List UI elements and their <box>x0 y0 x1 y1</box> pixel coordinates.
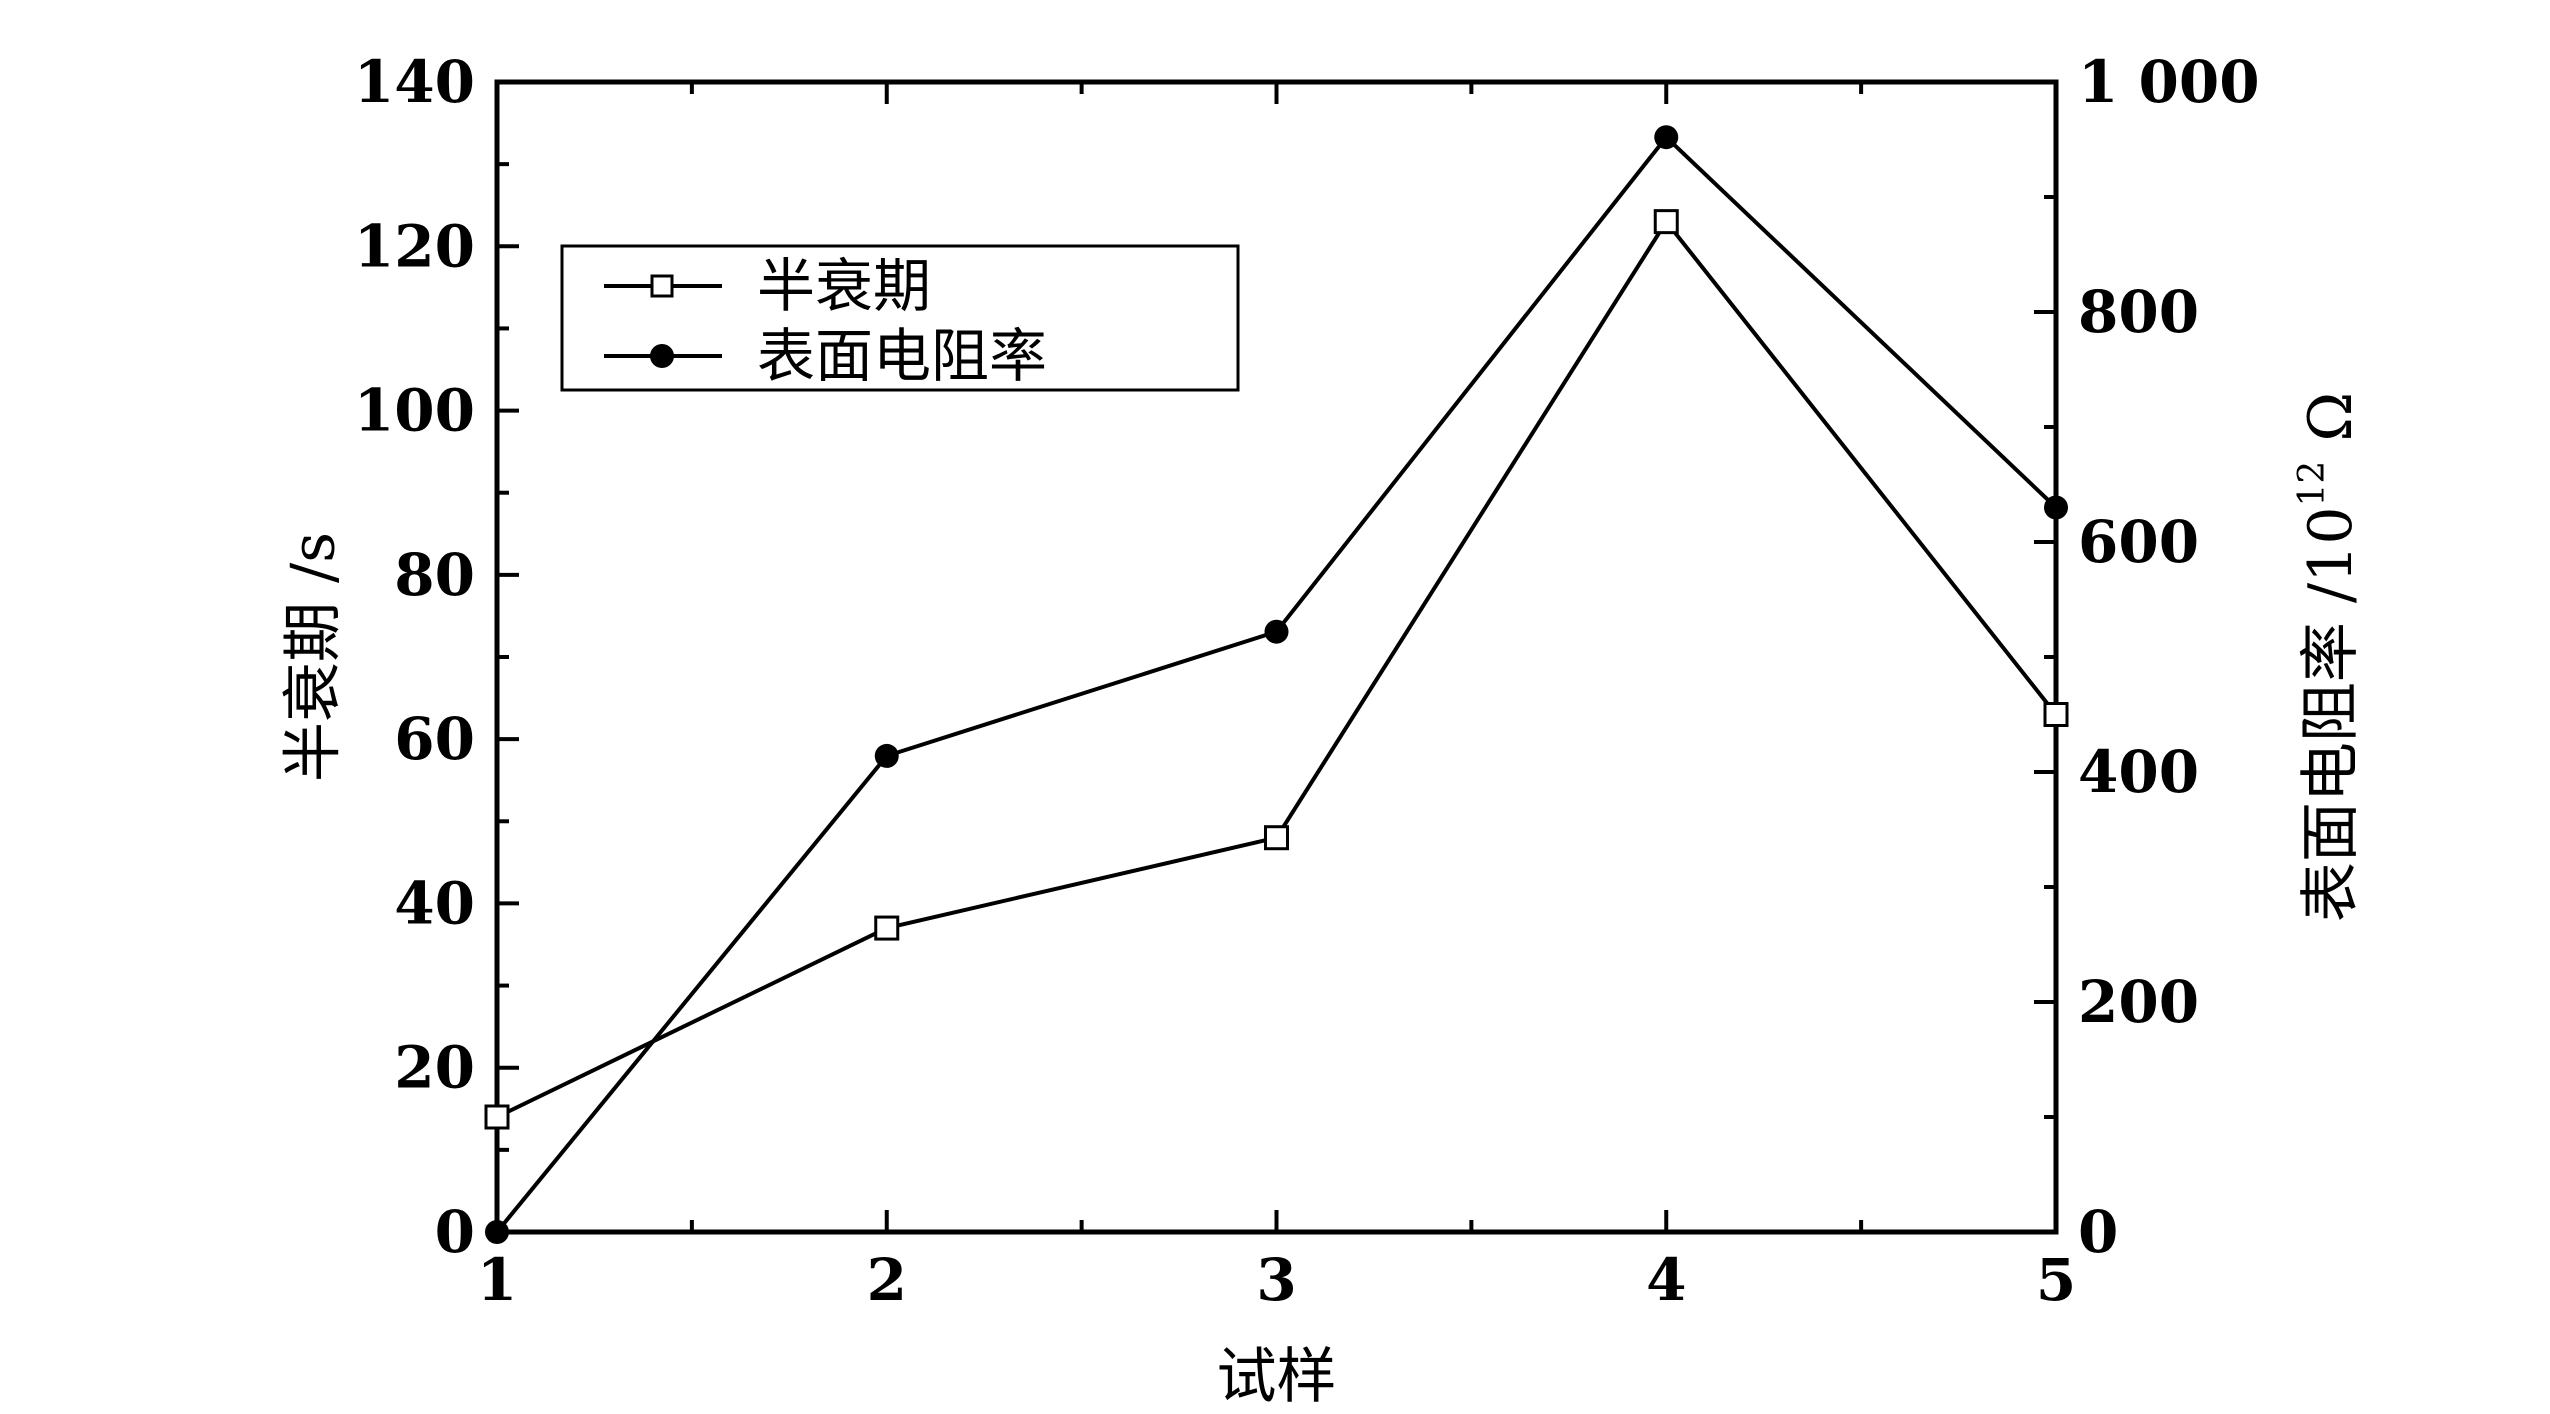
series-point-circle <box>1654 125 1679 150</box>
x-tick-label: 4 <box>1646 1246 1686 1314</box>
x-tick-label: 5 <box>2036 1246 2076 1314</box>
y-right-axis-title-unit: Ω <box>2296 392 2366 461</box>
y-right-tick-label: 800 <box>2078 278 2199 346</box>
series-point-circle <box>874 743 899 768</box>
y-left-tick-label: 120 <box>354 212 475 280</box>
legend-marker-circle <box>650 344 674 368</box>
y-right-tick-label: 1 000 <box>2078 48 2260 116</box>
series-point-square <box>1264 825 1289 851</box>
x-tick-label: 2 <box>867 1246 907 1314</box>
legend-marker-square <box>650 274 674 298</box>
y-right-axis-title: 表面电阻率 /1012 Ω <box>2292 392 2366 922</box>
y-left-tick-label: 100 <box>354 377 475 445</box>
x-tick-label: 3 <box>1256 1246 1296 1314</box>
series-point-circle <box>485 1220 509 1244</box>
legend-box <box>560 244 1240 392</box>
series-point-square <box>874 915 900 941</box>
x-axis-title: 试样 <box>1217 1342 1337 1410</box>
series-point-circle <box>2044 495 2068 520</box>
series-point-square <box>1653 209 1679 235</box>
y-left-tick-label: 80 <box>394 541 475 609</box>
y-right-tick-label: 200 <box>2078 968 2199 1036</box>
series-point-circle <box>1264 619 1289 644</box>
y-left-axis-title: 半衰期 /s <box>279 532 349 782</box>
y-right-axis-title-main: 表面电阻率 /10 <box>2296 507 2366 923</box>
legend-label: 半衰期 <box>757 252 931 320</box>
y-left-tick-label: 40 <box>394 869 475 937</box>
y-right-axis-title-superscript: 12 <box>2292 461 2333 507</box>
y-left-tick-label: 0 <box>435 1198 475 1266</box>
legend-label: 表面电阻率 <box>757 322 1047 390</box>
y-left-tick-label: 140 <box>354 48 475 116</box>
y-right-tick-label: 400 <box>2078 738 2199 806</box>
series-point-square <box>484 1104 510 1130</box>
y-left-tick-label: 60 <box>394 705 475 773</box>
y-right-tick-label: 0 <box>2078 1198 2118 1266</box>
series-point-square <box>2043 702 2069 727</box>
y-left-tick-label: 20 <box>394 1034 475 1102</box>
x-tick-label: 1 <box>477 1246 517 1314</box>
y-right-tick-label: 600 <box>2078 508 2199 576</box>
